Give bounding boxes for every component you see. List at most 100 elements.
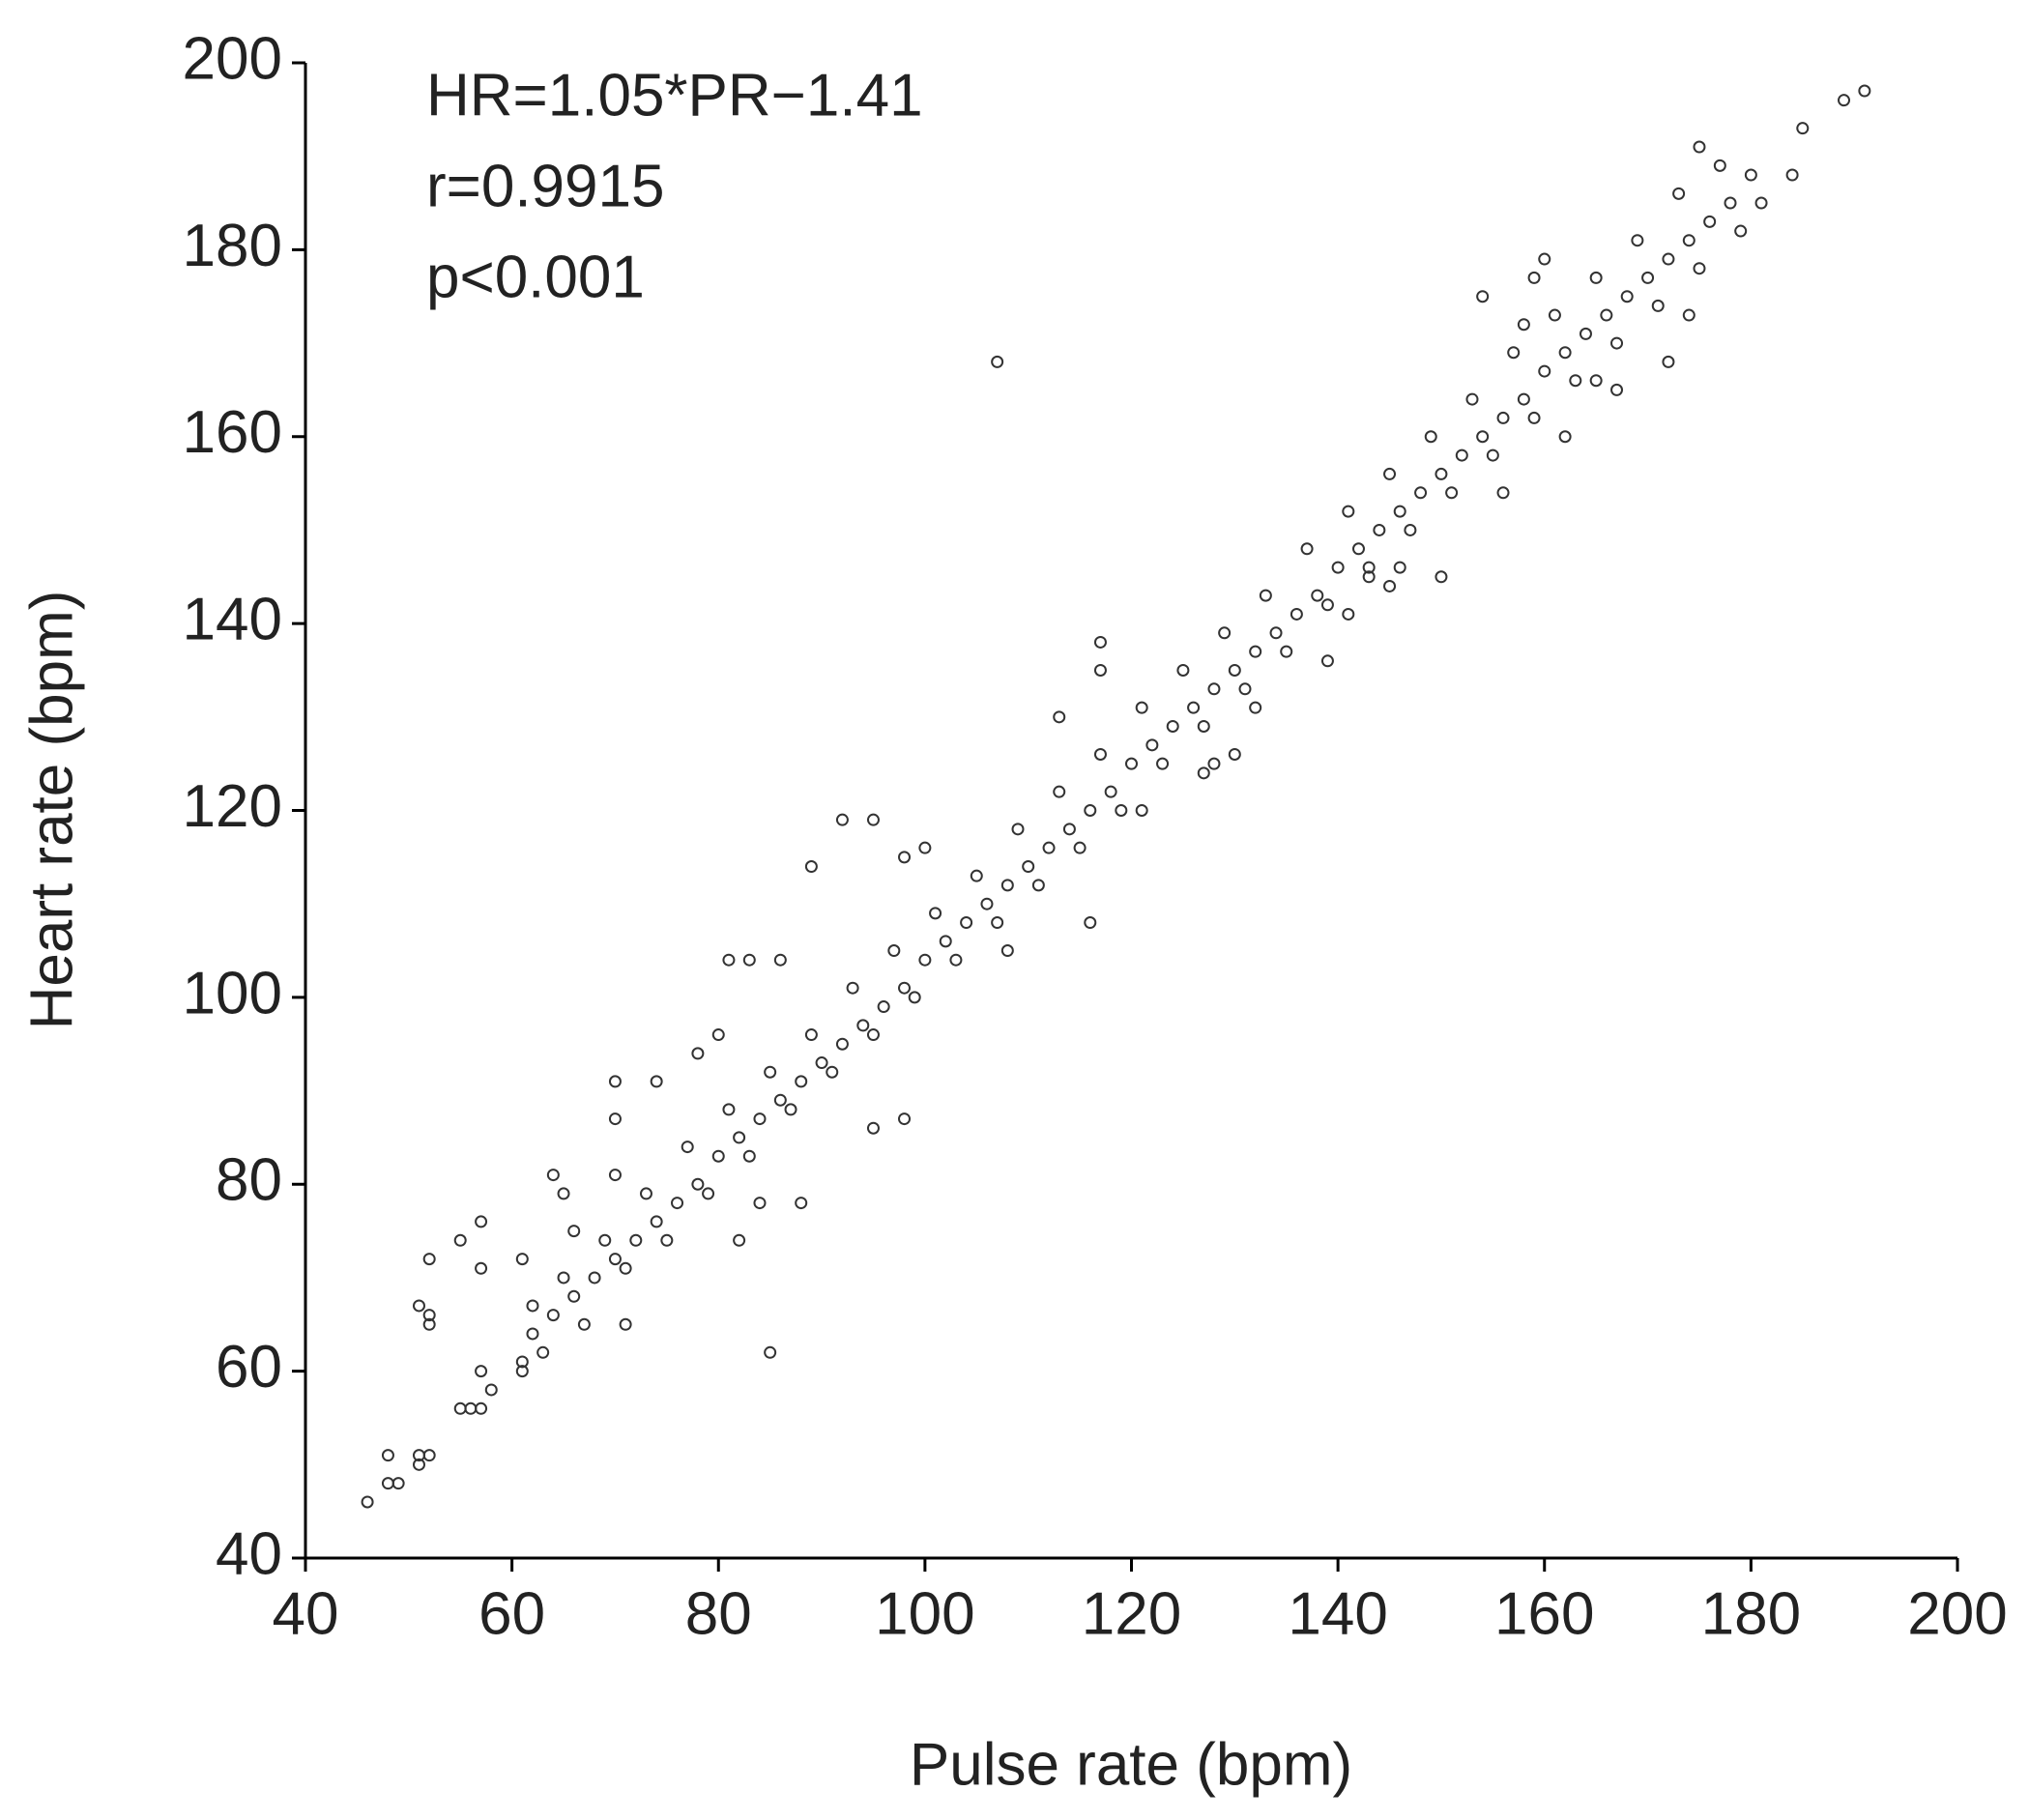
point — [1517, 392, 1530, 406]
point — [856, 1019, 870, 1032]
point — [1496, 411, 1510, 424]
point — [764, 1345, 777, 1359]
point — [887, 944, 901, 958]
point — [866, 1028, 880, 1042]
point — [1311, 589, 1324, 602]
point — [691, 1047, 705, 1060]
y-tick-label: 160 — [183, 399, 282, 466]
point — [1507, 346, 1521, 360]
point — [1207, 757, 1221, 770]
point — [1300, 542, 1314, 556]
point — [526, 1327, 539, 1341]
point — [619, 1261, 632, 1275]
point — [588, 1271, 601, 1285]
point — [1724, 196, 1737, 210]
point — [598, 1233, 612, 1247]
point — [877, 1000, 890, 1014]
point — [1320, 654, 1334, 668]
x-axis-label: Pulse rate (bpm) — [910, 1731, 1352, 1798]
x-tick-label: 200 — [1907, 1580, 2007, 1647]
point — [1682, 308, 1696, 322]
point — [795, 1075, 808, 1088]
point — [1610, 383, 1624, 396]
point — [795, 1197, 808, 1210]
point — [381, 1449, 394, 1462]
point — [650, 1075, 663, 1088]
point — [475, 1401, 488, 1415]
point — [835, 1037, 849, 1051]
point — [1465, 392, 1479, 406]
point — [1435, 570, 1448, 584]
point — [1000, 944, 1014, 958]
point — [1610, 336, 1624, 350]
y-tick-label: 80 — [216, 1147, 282, 1214]
point — [773, 953, 787, 967]
point — [929, 907, 942, 920]
point — [1383, 579, 1397, 592]
point — [1062, 823, 1076, 836]
point — [475, 1261, 488, 1275]
point — [1290, 607, 1303, 621]
point — [1022, 860, 1035, 874]
point — [412, 1458, 425, 1471]
point — [1000, 879, 1014, 892]
point — [1104, 785, 1117, 798]
point — [1414, 486, 1428, 500]
point — [846, 981, 859, 995]
point — [619, 1317, 632, 1331]
point — [1662, 252, 1675, 266]
point — [608, 1169, 622, 1182]
annotation: p<0.001 — [426, 244, 645, 310]
y-axis-label: Heart rate (bpm) — [18, 591, 85, 1030]
point — [1053, 785, 1066, 798]
annotation: r=0.9915 — [426, 153, 665, 219]
point — [1754, 196, 1768, 210]
point — [711, 1149, 725, 1163]
point — [475, 1365, 488, 1378]
point — [1373, 523, 1386, 536]
point — [1362, 561, 1376, 574]
point — [1383, 467, 1397, 480]
point — [629, 1233, 643, 1247]
point — [991, 355, 1004, 368]
point — [764, 1065, 777, 1079]
point — [1125, 757, 1138, 770]
point — [804, 1028, 818, 1042]
point — [898, 981, 912, 995]
point — [1579, 327, 1592, 340]
point — [742, 1149, 756, 1163]
point — [711, 1028, 725, 1042]
point — [815, 1056, 828, 1070]
x-tick-label: 60 — [478, 1580, 545, 1647]
y-tick-label: 120 — [183, 773, 282, 840]
point — [1548, 308, 1561, 322]
point — [1084, 804, 1097, 817]
point — [1393, 505, 1406, 518]
point — [515, 1253, 529, 1266]
point — [1589, 374, 1603, 388]
point — [918, 841, 932, 854]
x-tick-label: 140 — [1288, 1580, 1387, 1647]
point — [1238, 682, 1252, 696]
point — [1693, 262, 1706, 275]
x-tick-label: 80 — [685, 1580, 752, 1647]
point — [1393, 561, 1406, 574]
point — [1093, 747, 1107, 761]
point — [733, 1131, 746, 1144]
x-tick-label: 160 — [1494, 1580, 1594, 1647]
point — [1558, 346, 1572, 360]
point — [422, 1253, 436, 1266]
point — [1693, 140, 1706, 154]
point — [526, 1299, 539, 1313]
point — [1011, 823, 1025, 836]
point — [1362, 570, 1376, 584]
y-tick-label: 100 — [183, 960, 282, 1026]
point — [1703, 215, 1717, 228]
point — [608, 1253, 622, 1266]
point — [1115, 804, 1128, 817]
point — [546, 1169, 560, 1182]
point — [681, 1141, 694, 1154]
point — [866, 1121, 880, 1135]
point — [1342, 607, 1355, 621]
